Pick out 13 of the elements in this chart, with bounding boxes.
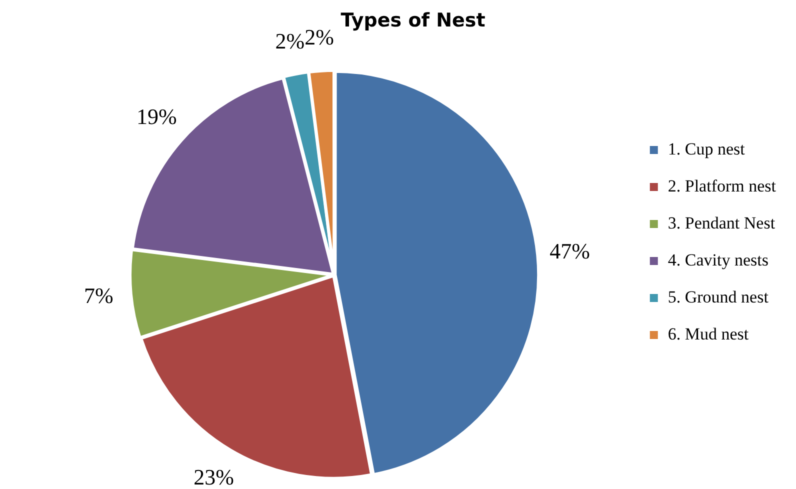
data-label: 47% [550,238,590,264]
data-label: 7% [84,282,114,308]
legend-label: 1. Cup nest [668,139,746,158]
legend-label: 3. Pendant Nest [668,213,776,232]
data-label: 2% [275,28,305,54]
data-label: 2% [304,24,334,50]
chart-title: Types of Nest [340,9,486,32]
legend-label: 5. Ground nest [668,287,769,306]
legend-label: 4. Cavity nests [668,250,768,270]
data-label: 23% [194,464,234,489]
data-label: 19% [136,104,177,130]
legend-label: 2. Platform nest [668,176,776,196]
legend-label: 6. Mud nest [668,324,749,344]
